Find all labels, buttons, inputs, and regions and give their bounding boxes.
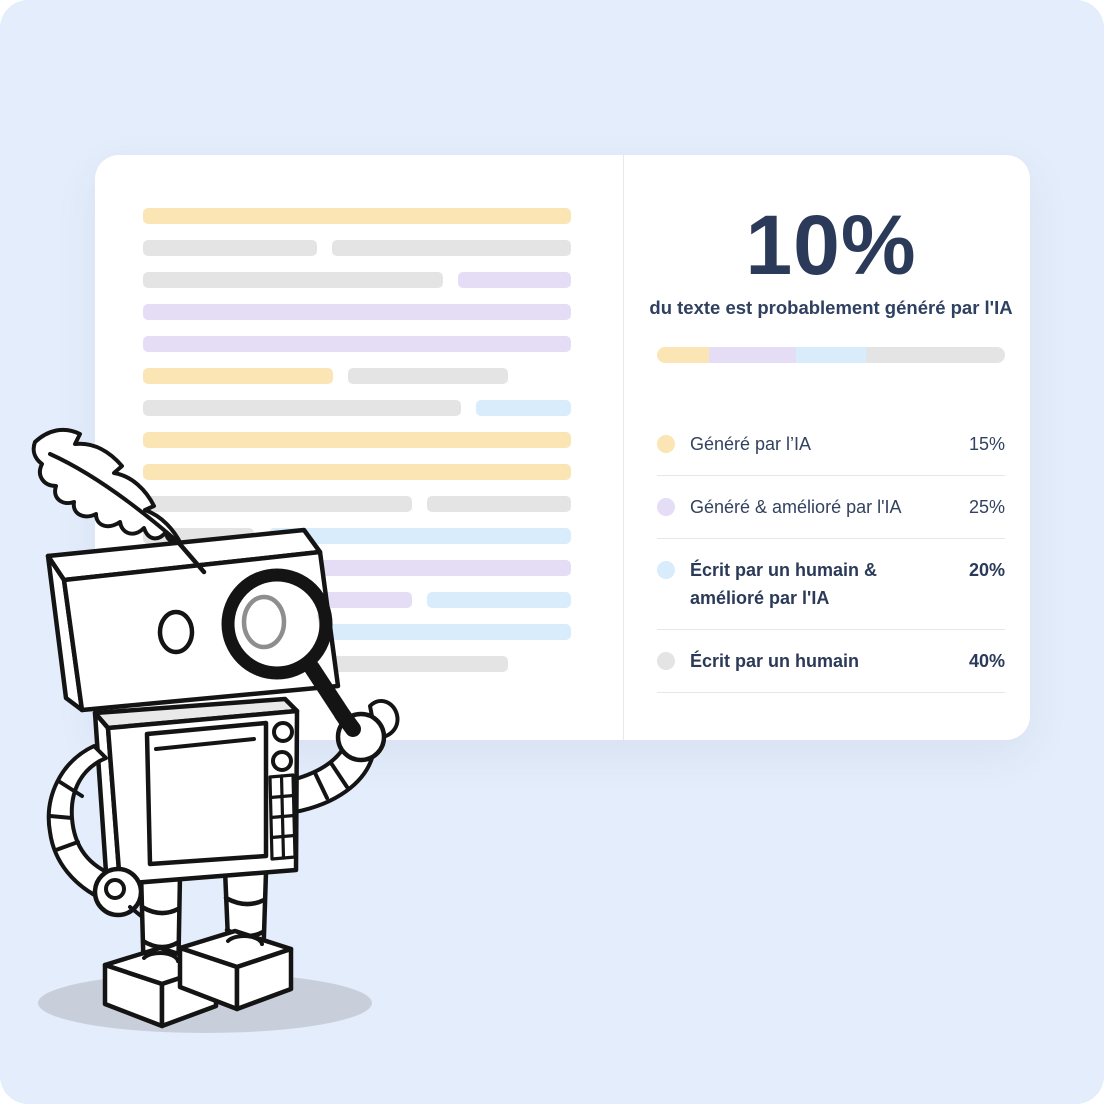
text-highlight-human bbox=[143, 272, 443, 288]
text-highlight-human bbox=[143, 240, 317, 256]
legend-label: Écrit par un humain & amélioré par l'IA bbox=[690, 560, 878, 608]
legend-label: Écrit par un humain bbox=[690, 651, 860, 671]
text-highlight-human_ai bbox=[269, 528, 571, 544]
text-highlight-human bbox=[143, 400, 461, 416]
legend-value: 15% bbox=[968, 434, 1005, 454]
legend-dot-human bbox=[657, 652, 675, 670]
robot-button-grid bbox=[268, 773, 297, 861]
document-line bbox=[143, 496, 571, 512]
legend-dot-human_ai bbox=[657, 561, 675, 579]
document-line bbox=[143, 368, 571, 384]
document-line bbox=[143, 240, 571, 256]
bar-segment-human_ai bbox=[796, 347, 866, 363]
legend-row: Généré & amélioré par l'IA 25% bbox=[657, 476, 1005, 539]
robot-illustration bbox=[31, 427, 400, 1033]
quill-feather-icon bbox=[31, 427, 207, 575]
bar-segment-human bbox=[865, 347, 1005, 363]
text-highlight-ai_improved bbox=[458, 272, 571, 288]
text-highlight-ai_improved bbox=[143, 304, 571, 320]
magnified-eye bbox=[241, 594, 287, 650]
robot-body bbox=[92, 696, 300, 887]
document-line bbox=[143, 272, 571, 288]
text-highlight-ai_improved bbox=[143, 336, 571, 352]
legend-row: Écrit par un humain 40% bbox=[657, 630, 1005, 693]
text-highlight-ai bbox=[143, 368, 333, 384]
robot-knob bbox=[271, 750, 293, 772]
score-headline: 10% bbox=[745, 198, 917, 292]
robot-left-hand bbox=[92, 866, 144, 918]
document-line bbox=[143, 400, 571, 416]
legend-label: Généré & amélioré par l'IA bbox=[690, 497, 902, 517]
text-highlight-human bbox=[143, 496, 412, 512]
legend-dot-ai bbox=[657, 435, 675, 453]
document-line bbox=[143, 208, 571, 224]
text-highlight-human bbox=[427, 496, 571, 512]
robot-knob bbox=[272, 721, 294, 743]
robot-eye bbox=[157, 609, 195, 655]
legend-value: 25% bbox=[968, 497, 1005, 517]
text-highlight-ai bbox=[143, 208, 571, 224]
robot-screen bbox=[144, 720, 269, 867]
legend-row: Généré par l’IA 15% bbox=[657, 413, 1005, 476]
legend-label: Généré par l’IA bbox=[690, 434, 812, 454]
legend: Généré par l’IA 15% Généré & amélioré par … bbox=[657, 413, 1005, 693]
legend-value: 20% bbox=[968, 560, 1005, 580]
document-line bbox=[143, 336, 571, 352]
legend-dot-ai_improved bbox=[657, 498, 675, 516]
document-line bbox=[143, 304, 571, 320]
score-subtitle: du texte est probablement généré par l'I… bbox=[649, 297, 1013, 318]
text-highlight-human bbox=[332, 240, 571, 256]
text-highlight-human_ai bbox=[427, 592, 571, 608]
document-line bbox=[143, 432, 571, 448]
legend-value: 40% bbox=[968, 651, 1005, 671]
distribution-bar bbox=[657, 347, 1005, 363]
robot-left-arm bbox=[46, 744, 144, 918]
bar-segment-ai bbox=[657, 347, 710, 363]
text-highlight-ai bbox=[143, 432, 571, 448]
text-highlight-human bbox=[348, 368, 508, 384]
result-panel: 10% du texte est probablement généré par… bbox=[624, 155, 1030, 740]
legend-row: Écrit par un humain & amélioré par l'IA 20… bbox=[657, 539, 1005, 630]
robot-feet bbox=[102, 928, 294, 1029]
document-line bbox=[143, 464, 571, 480]
bar-segment-ai_improved bbox=[709, 347, 797, 363]
robot-right-hand bbox=[334, 699, 400, 763]
text-highlight-human_ai bbox=[476, 400, 571, 416]
text-highlight-ai bbox=[143, 464, 571, 480]
